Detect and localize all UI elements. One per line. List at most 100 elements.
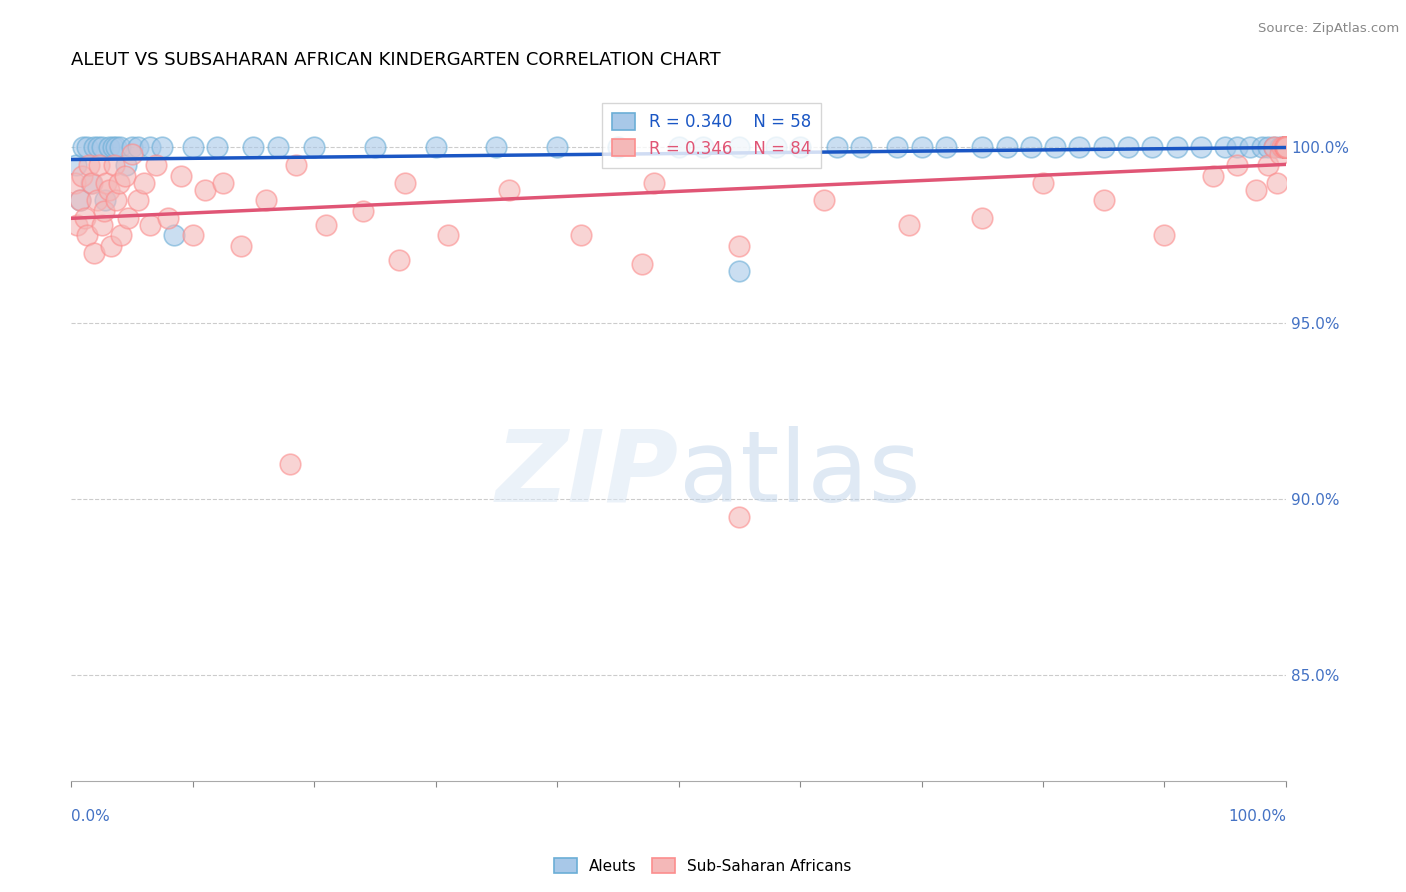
Point <box>194 183 217 197</box>
Point <box>1275 140 1298 154</box>
Point <box>1250 140 1272 154</box>
Point <box>76 228 98 243</box>
Point <box>127 140 149 154</box>
Point <box>1275 140 1298 154</box>
Text: 100.0%: 100.0% <box>1227 809 1286 824</box>
Point <box>606 140 628 154</box>
Point <box>1275 140 1298 154</box>
Point <box>1092 193 1115 207</box>
Point <box>79 176 101 190</box>
Point <box>1275 140 1298 154</box>
Point <box>910 140 932 154</box>
Point <box>1244 183 1267 197</box>
Point <box>127 193 149 207</box>
Point <box>284 158 307 172</box>
Point <box>1275 140 1298 154</box>
Point <box>97 183 120 197</box>
Point <box>394 176 416 190</box>
Point <box>1275 140 1298 154</box>
Point <box>65 158 87 172</box>
Point <box>425 140 447 154</box>
Text: atlas: atlas <box>679 425 920 523</box>
Point <box>1275 140 1298 154</box>
Point <box>1275 140 1298 154</box>
Point <box>1189 140 1212 154</box>
Point <box>1275 140 1298 154</box>
Point <box>181 140 204 154</box>
Point <box>1268 140 1291 154</box>
Point <box>150 140 173 154</box>
Point <box>73 211 96 225</box>
Point <box>485 140 508 154</box>
Point <box>631 256 654 270</box>
Point <box>1257 158 1279 172</box>
Point <box>972 211 994 225</box>
Point <box>315 218 337 232</box>
Point <box>643 176 665 190</box>
Point <box>254 193 277 207</box>
Point <box>1272 140 1295 154</box>
Point <box>114 169 136 183</box>
Point <box>100 239 122 253</box>
Point <box>66 218 89 232</box>
Point <box>97 140 120 154</box>
Point <box>1142 140 1164 154</box>
Point <box>813 193 835 207</box>
Point <box>1226 158 1249 172</box>
Point <box>1275 140 1298 154</box>
Point <box>103 158 125 172</box>
Point <box>205 140 228 154</box>
Point <box>1275 140 1298 154</box>
Point <box>83 140 105 154</box>
Point <box>278 457 301 471</box>
Text: 0.0%: 0.0% <box>72 809 110 824</box>
Point <box>1226 140 1249 154</box>
Point <box>1043 140 1066 154</box>
Point <box>1202 169 1225 183</box>
Point <box>1257 140 1279 154</box>
Point <box>107 176 129 190</box>
Point <box>1275 140 1298 154</box>
Point <box>110 228 132 243</box>
Point <box>728 509 751 524</box>
Point <box>121 140 143 154</box>
Point <box>546 140 568 154</box>
Point <box>1069 140 1091 154</box>
Point <box>364 140 387 154</box>
Point <box>63 176 86 190</box>
Point <box>139 140 162 154</box>
Text: ALEUT VS SUBSAHARAN AFRICAN KINDERGARTEN CORRELATION CHART: ALEUT VS SUBSAHARAN AFRICAN KINDERGARTEN… <box>72 51 721 69</box>
Point <box>1275 140 1298 154</box>
Point <box>134 176 156 190</box>
Point <box>1153 228 1175 243</box>
Point <box>169 169 191 183</box>
Point <box>72 140 94 154</box>
Point <box>1271 140 1294 154</box>
Point <box>105 140 128 154</box>
Point <box>1275 140 1298 154</box>
Point <box>1275 140 1298 154</box>
Point <box>101 140 124 154</box>
Point <box>436 228 458 243</box>
Point <box>498 183 520 197</box>
Point <box>825 140 848 154</box>
Point <box>1267 176 1289 190</box>
Point <box>93 203 115 218</box>
Point <box>76 140 98 154</box>
Point <box>1019 140 1042 154</box>
Point <box>1275 140 1298 154</box>
Point <box>789 140 811 154</box>
Legend: R = 0.340    N = 58, R = 0.346    N = 84: R = 0.340 N = 58, R = 0.346 N = 84 <box>602 103 821 168</box>
Point <box>849 140 872 154</box>
Point <box>1116 140 1139 154</box>
Point <box>765 140 787 154</box>
Point <box>80 176 103 190</box>
Point <box>70 169 93 183</box>
Point <box>886 140 908 154</box>
Point <box>1275 140 1298 154</box>
Point <box>90 140 112 154</box>
Point <box>96 176 118 190</box>
Legend: Aleuts, Sub-Saharan Africans: Aleuts, Sub-Saharan Africans <box>548 852 858 880</box>
Point <box>105 193 128 207</box>
Point <box>1268 147 1291 161</box>
